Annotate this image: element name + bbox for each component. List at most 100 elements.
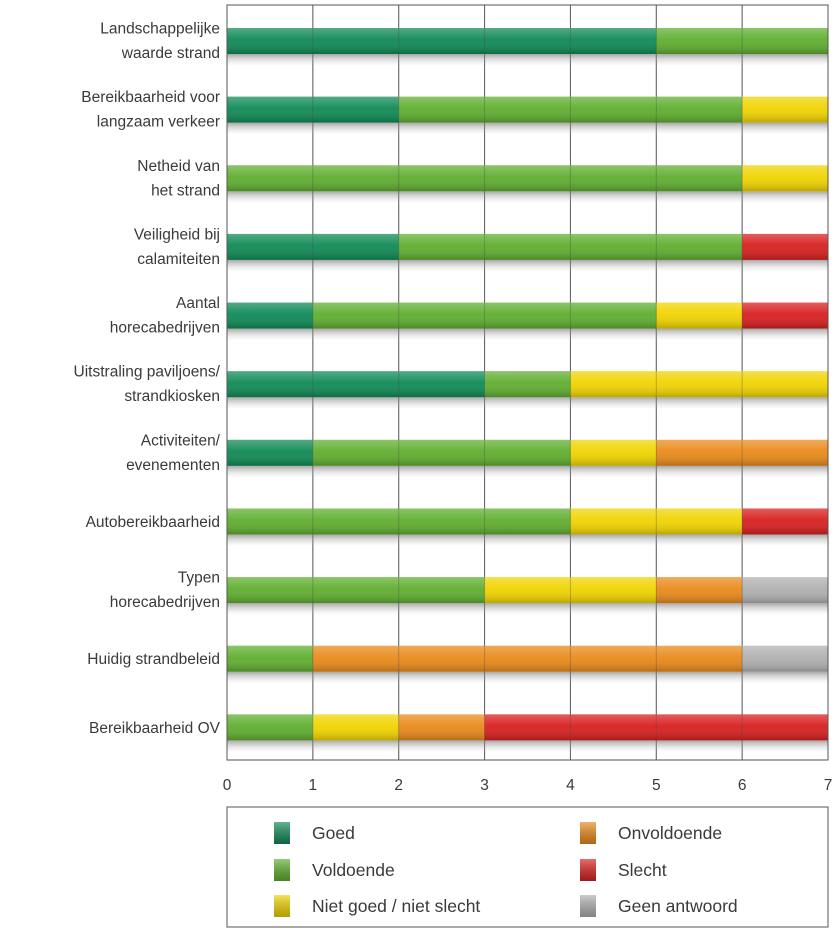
- category-label-line: Aantal: [176, 295, 220, 312]
- bar-segment-shade: [742, 233, 828, 260]
- bar-shadow: [227, 54, 828, 65]
- category-label-line: Activiteiten/: [141, 432, 221, 449]
- bar-shadow: [227, 328, 828, 340]
- category-label: Typen horecabedrijven: [110, 570, 220, 612]
- category-label-line: Bereikbaarheid OV: [89, 720, 221, 737]
- category-label-line: Huidig strandbeleid: [87, 651, 220, 668]
- bar-segment-shade: [227, 165, 743, 192]
- bar-segment-shade: [742, 165, 828, 192]
- bar-shadow: [227, 465, 828, 477]
- bar-shadow: [227, 603, 828, 615]
- category-label-line: Autobereikbaarheid: [86, 514, 220, 531]
- legend-label: Geen antwoord: [618, 896, 738, 916]
- category-label-line: langzaam verkeer: [97, 114, 220, 131]
- x-tick-label: 2: [394, 777, 403, 794]
- category-label-line: Typen: [178, 570, 220, 587]
- category-label: Bereikbaarheid OV: [89, 720, 221, 737]
- bar-segment-shade: [484, 371, 571, 398]
- bar-segment-shade: [742, 508, 828, 535]
- category-label-line: calamiteiten: [137, 251, 220, 268]
- bar-segment-shade: [656, 28, 828, 54]
- bar-segment-shade: [398, 96, 743, 123]
- bar-segment-shade: [227, 302, 313, 329]
- category-label-line: Uitstraling paviljoens/: [74, 364, 221, 381]
- bar-segment-shade: [484, 714, 828, 741]
- bar-shadow: [227, 534, 828, 546]
- legend-swatch-shade: [274, 822, 290, 844]
- plot-border: [226, 4, 829, 761]
- bar-segment-shade: [227, 439, 313, 466]
- bar-segment-shade: [227, 645, 313, 672]
- x-tick-label: 3: [480, 777, 489, 794]
- category-label: Landschappelijke waarde strand: [100, 21, 220, 63]
- bar-segment-shade: [312, 714, 399, 741]
- bar-segment-shade: [742, 96, 828, 123]
- category-label: Bereikbaarheid voor langzaam verkeer: [81, 89, 220, 130]
- legend-swatch-shade: [274, 895, 290, 917]
- bar-segment-shade: [227, 233, 399, 260]
- bar-segment-shade: [227, 371, 485, 398]
- legend-swatch-shade: [580, 895, 596, 917]
- bar-segment-shade: [312, 302, 657, 329]
- x-tick-label: 4: [566, 777, 575, 794]
- category-label: Uitstraling paviljoens/strandkiosken: [74, 364, 221, 406]
- legend: Goed Onvoldoende Voldoende Slecht Niet goed …: [226, 806, 829, 928]
- bar-segment-shade: [656, 577, 743, 604]
- category-label-line: Landschappelijke: [100, 21, 220, 38]
- legend-label: Slecht: [618, 860, 667, 880]
- legend-label: Niet goed / niet slecht: [312, 896, 480, 916]
- bar-segment-shade: [742, 302, 828, 329]
- bar-segment-shade: [742, 645, 828, 672]
- category-label-line: Veiligheid bij: [134, 226, 220, 243]
- bar-shadow: [227, 671, 828, 683]
- bar-segment-shade: [484, 577, 657, 604]
- x-axis: 0 1 2 3 4 5 6 7: [223, 777, 833, 794]
- category-label-line: waarde strand: [121, 45, 220, 62]
- legend-box: [226, 806, 829, 928]
- bar-segment-shade: [227, 508, 571, 535]
- bar-segment-shade: [742, 577, 828, 604]
- category-label: Huidig strandbeleid: [87, 651, 220, 668]
- category-label: Activiteiten/evenementen: [126, 432, 221, 474]
- legend-swatch-shade: [580, 859, 596, 881]
- category-label: Aantal horecabedrijven: [110, 295, 220, 337]
- bar-segment-shade: [227, 577, 485, 604]
- category-label-line: Bereikbaarheid voor: [81, 89, 220, 106]
- x-tick-label: 0: [223, 777, 232, 794]
- bar-segment-shade: [570, 508, 743, 535]
- bar-shadow: [227, 740, 828, 752]
- category-label-line: horecabedrijven: [110, 320, 220, 337]
- plot-area: [226, 4, 829, 761]
- bar-shadow: [227, 259, 828, 271]
- category-label-line: het strand: [151, 182, 220, 199]
- x-tick-label: 1: [309, 777, 318, 794]
- x-tick-label: 6: [738, 777, 747, 794]
- category-label-line: horecabedrijven: [110, 594, 220, 611]
- category-labels: Landschappelijke waarde strand Bereikbaarh…: [74, 21, 221, 737]
- legend-label: Goed: [312, 823, 355, 843]
- bar-segment-shade: [227, 96, 399, 123]
- legend-label: Voldoende: [312, 860, 395, 880]
- bar-segment-shade: [656, 439, 828, 466]
- bar-segment-shade: [398, 714, 485, 741]
- bar-segment-shade: [227, 714, 313, 741]
- category-label-line: evenementen: [126, 457, 220, 474]
- category-label: Veiligheid bij calamiteiten: [134, 226, 220, 268]
- category-label-line: Netheid van: [137, 158, 220, 175]
- bar-segment-shade: [312, 439, 571, 466]
- x-tick-label: 5: [652, 777, 661, 794]
- legend-label: Onvoldoende: [618, 823, 722, 843]
- bar-segment-shade: [656, 302, 743, 329]
- x-tick-label: 7: [824, 777, 833, 794]
- bar-segment-shade: [312, 645, 743, 672]
- category-label: Netheid van het strand: [137, 158, 220, 200]
- category-label: Autobereikbaarheid: [86, 514, 220, 531]
- legend-swatch-shade: [580, 822, 596, 844]
- bar-segment-shade: [570, 439, 657, 466]
- bar-segment-shade: [570, 371, 828, 398]
- bar-segment-shade: [227, 28, 657, 54]
- bar-segment-shade: [398, 233, 743, 260]
- bar-shadow: [227, 122, 828, 134]
